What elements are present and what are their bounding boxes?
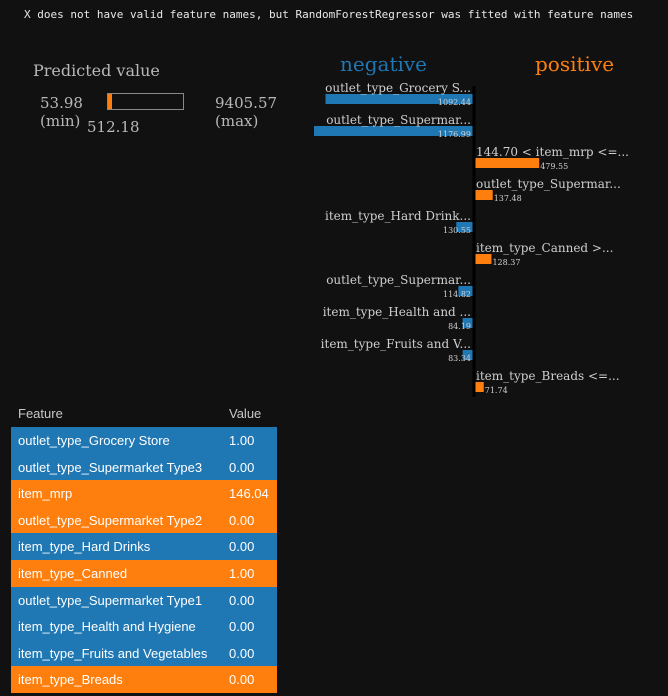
table-row: item_mrp 146.04	[11, 480, 277, 507]
predicted-min: 53.98 (min)	[40, 94, 83, 130]
feature-value: 0.00	[229, 619, 255, 635]
feature-name: outlet_type_Grocery Store	[18, 433, 170, 448]
contribution-bar	[474, 254, 492, 264]
negative-header: negative	[340, 52, 428, 76]
contribution-bar	[325, 94, 474, 104]
feature-value: 0.00	[229, 459, 255, 475]
table-row: outlet_type_Grocery Store 1.00	[11, 427, 277, 454]
feature-name: item_mrp	[18, 486, 73, 502]
contribution-bar	[462, 350, 474, 360]
contribution-value-label: 137.48	[494, 194, 522, 203]
feature-name: outlet_type_Supermarket Type1	[18, 592, 203, 608]
feature-value: 1.00	[229, 565, 255, 581]
table-header: Feature Value	[11, 403, 277, 427]
predicted-value-title: Predicted value	[33, 61, 160, 80]
contribution-value-label: 1092.44	[438, 98, 471, 107]
table-body: outlet_type_Grocery Store 1.00 outlet_type…	[11, 427, 277, 693]
feature-names-warning: X does not have valid feature names, but…	[24, 8, 634, 21]
contribution-label: item_type_Canned >...	[476, 241, 613, 255]
predicted-max: 9405.57 (max)	[215, 94, 277, 130]
contribution-label: outlet_type_Supermar...	[326, 113, 471, 127]
feature-value-table: Feature Value outlet_type_Grocery Store 1…	[11, 403, 277, 693]
predicted-value-fill	[108, 94, 112, 109]
contribution-label: item_type_Health and ...	[323, 305, 471, 319]
contribution-bar	[474, 158, 540, 168]
contribution-bar	[458, 286, 474, 296]
contribution-value-label: 1176.99	[438, 130, 471, 139]
contribution-bar	[456, 222, 474, 232]
predicted-value: 512.18	[87, 118, 140, 136]
table-row: item_type_Canned 1.00	[11, 559, 277, 587]
feature-value: 0.00	[229, 539, 255, 555]
contribution-label: item_type_Fruits and V...	[321, 337, 471, 351]
contribution-label: item_type_Hard Drink...	[325, 209, 471, 223]
feature-value: 0.00	[229, 645, 255, 661]
feature-name: outlet_type_Supermarket Type3	[18, 459, 203, 475]
feature-value: 146.04	[229, 486, 269, 502]
feature-name: item_type_Breads	[18, 672, 123, 688]
contribution-bar	[462, 318, 474, 328]
feature-value: 0.00	[229, 592, 255, 608]
feature-name: outlet_type_Supermarket Type2	[18, 512, 203, 528]
table-row: item_type_Fruits and Vegetables 0.00	[11, 639, 277, 667]
contribution-label: outlet_type_Supermar...	[326, 273, 471, 287]
feature-name: item_type_Fruits and Vegetables	[18, 645, 208, 661]
contribution-value-label: 71.74	[485, 386, 508, 395]
table-row: item_type_Health and Hygiene 0.00	[11, 613, 277, 640]
contribution-label: outlet_type_Supermar...	[476, 177, 621, 191]
feature-name: item_type_Hard Drinks	[18, 539, 151, 555]
contribution-value-label: 84.19	[448, 322, 471, 331]
contribution-label: 144.70 < item_mrp <=...	[476, 145, 629, 159]
contribution-value-label: 479.55	[540, 162, 568, 171]
table-row: outlet_type_Supermarket Type2 0.00	[11, 506, 277, 534]
feature-column-header: Feature	[18, 406, 63, 421]
predicted-min-label: (min)	[40, 112, 81, 130]
positive-header: positive	[535, 52, 615, 76]
contribution-value-label: 114.82	[443, 290, 471, 299]
contribution-bar	[474, 382, 484, 392]
contribution-value-label: 83.34	[448, 354, 471, 363]
feature-value: 0.00	[229, 512, 255, 528]
contribution-value-label: 128.37	[492, 258, 520, 267]
table-row: outlet_type_Supermarket Type3 0.00	[11, 453, 277, 481]
feature-name: item_type_Health and Hygiene	[18, 619, 196, 635]
feature-name: item_type_Canned	[18, 565, 128, 581]
contribution-value-label: 130.55	[443, 226, 471, 235]
table-row: item_type_Hard Drinks 0.00	[11, 533, 277, 560]
contribution-label: outlet_type_Grocery S...	[325, 81, 471, 95]
predicted-max-label: (max)	[215, 112, 259, 130]
feature-value: 0.00	[229, 672, 255, 688]
feature-value: 1.00	[229, 433, 255, 448]
predicted-value-bar	[107, 93, 184, 110]
contribution-bar	[474, 190, 493, 200]
contribution-chart: outlet_type_Grocery S... 1092.44 outlet_ty…	[314, 81, 629, 397]
table-row: outlet_type_Supermarket Type1 0.00	[11, 586, 277, 614]
value-column-header: Value	[229, 406, 262, 421]
predicted-max-value: 9405.57	[215, 94, 278, 112]
predicted-min-value: 53.98	[40, 94, 83, 112]
contribution-bar	[314, 126, 474, 136]
contribution-label: item_type_Breads <=...	[476, 369, 620, 383]
table-row: item_type_Breads 0.00	[11, 666, 277, 693]
